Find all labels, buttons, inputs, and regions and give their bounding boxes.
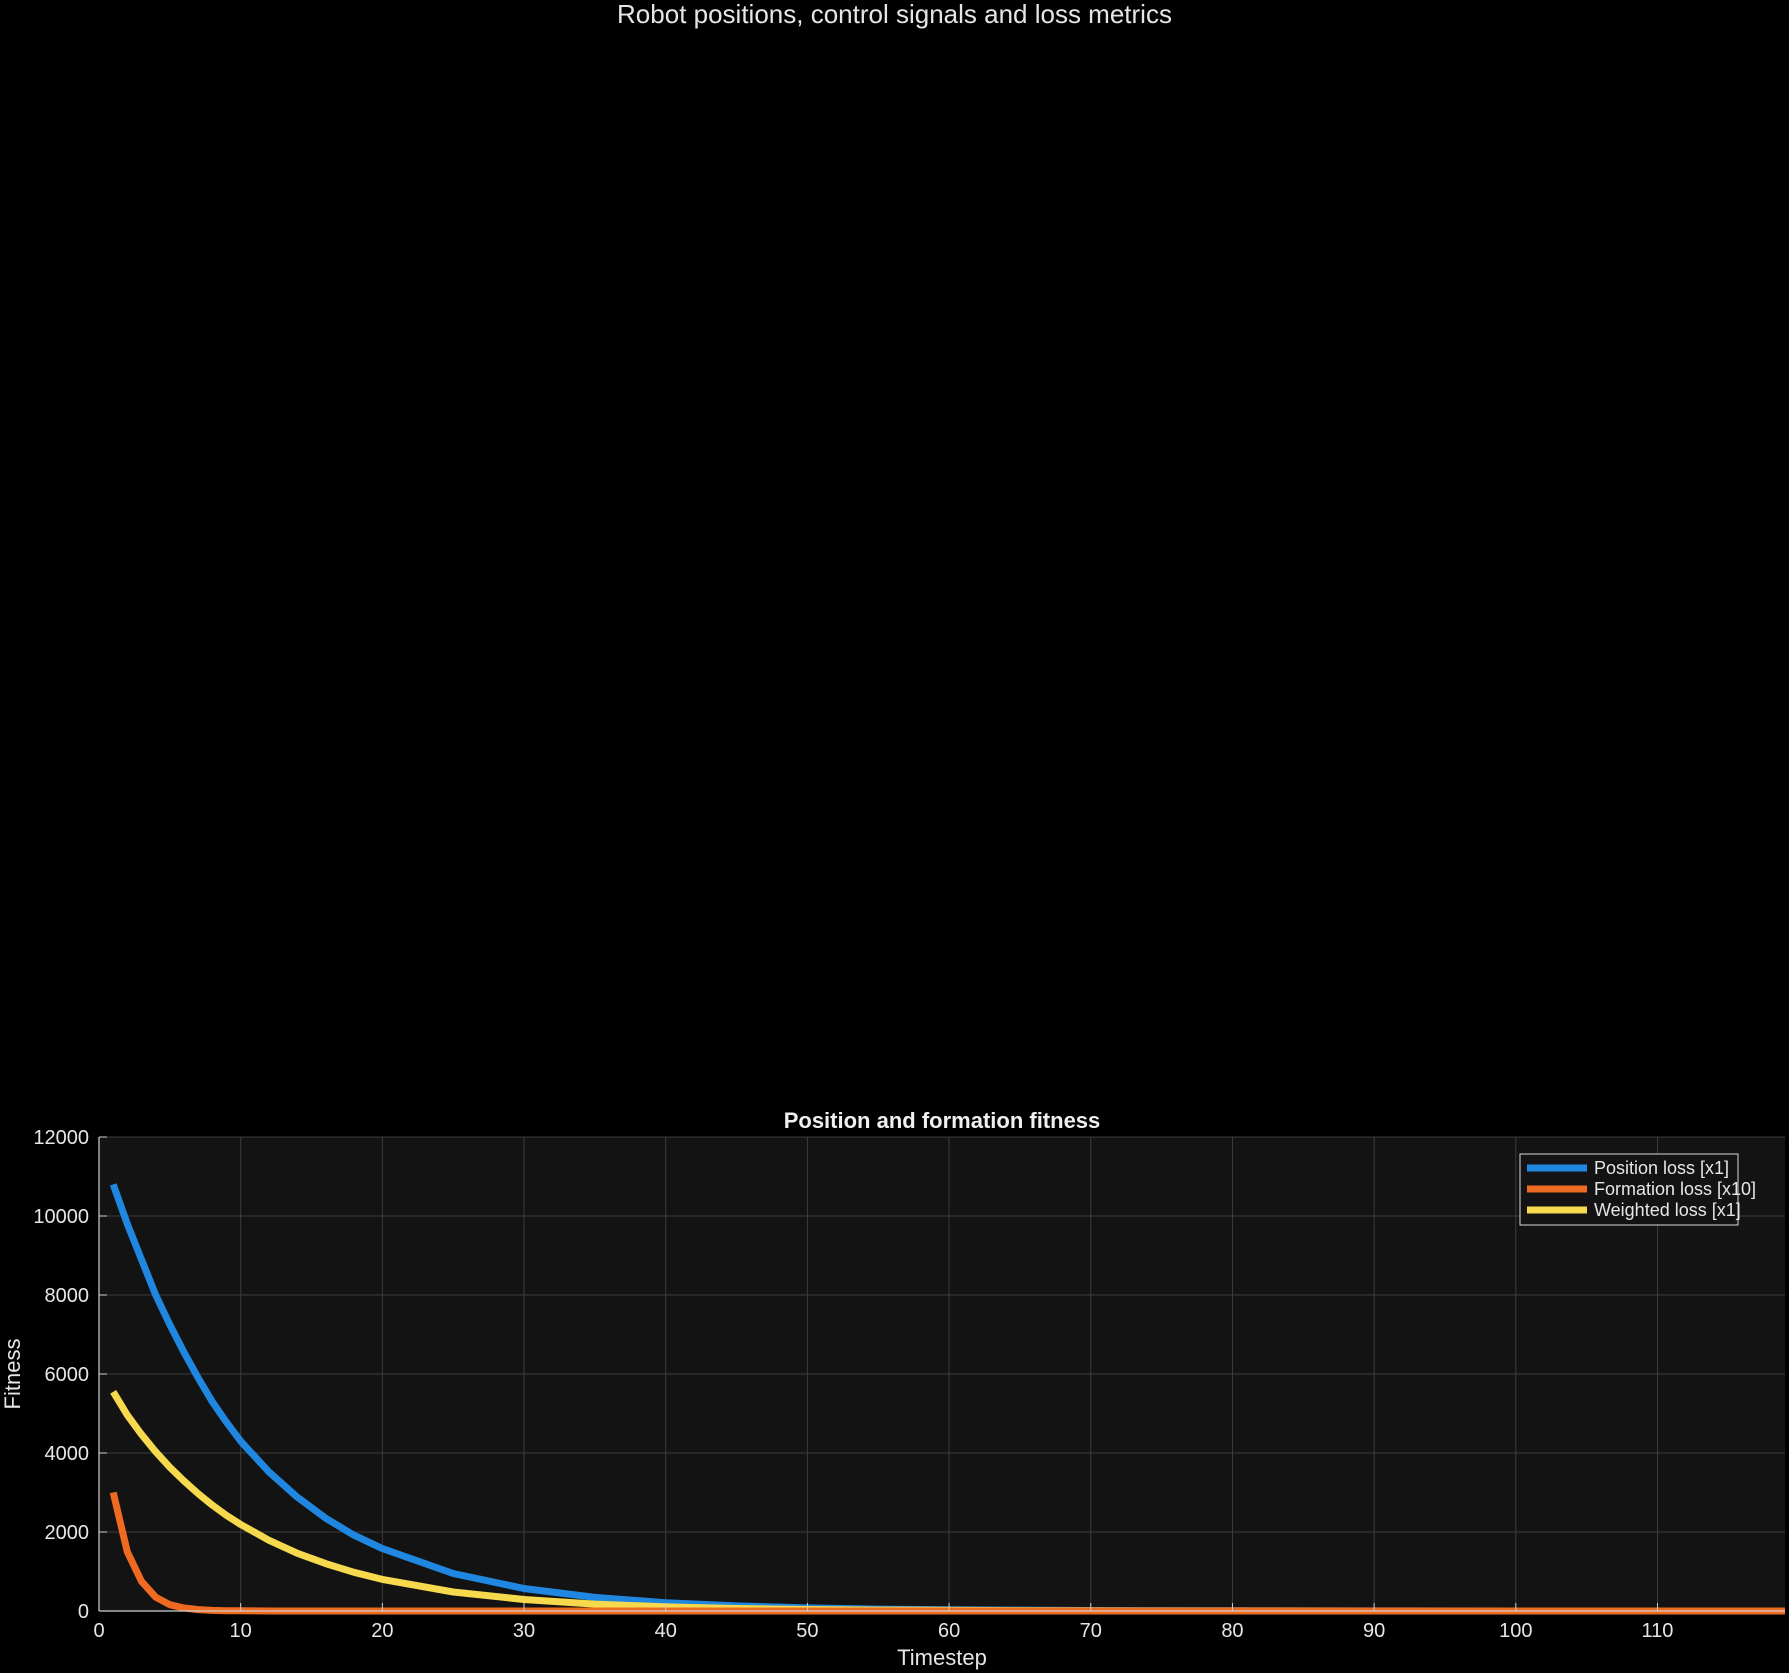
y-tick-label: 10000 <box>33 1206 89 1228</box>
x-tick-labels: 0 10 20 30 40 50 60 70 80 90 100 110 <box>93 1620 1673 1642</box>
x-tick-label: 90 <box>1363 1620 1385 1642</box>
x-tick-label: 30 <box>513 1620 535 1642</box>
x-tick-label: 10 <box>230 1620 252 1642</box>
axes <box>98 1136 1785 1612</box>
legend: Position loss [x1]Formation loss [x10]We… <box>1519 1153 1756 1226</box>
chart-title: Position and formation fitness <box>784 1108 1101 1133</box>
y-tick-label: 6000 <box>45 1364 90 1386</box>
legend-entry-3: Weighted loss [x1] <box>1594 1200 1741 1220</box>
legend-entry-1: Position loss [x1] <box>1594 1158 1729 1178</box>
figure-title: Robot positions, control signals and los… <box>617 0 1172 29</box>
x-tick-label: 70 <box>1080 1620 1102 1642</box>
x-tick-label: 0 <box>93 1620 104 1642</box>
x-tick-label: 80 <box>1221 1620 1243 1642</box>
y-axis-label: Fitness <box>0 1339 25 1410</box>
x-tick-label: 40 <box>655 1620 677 1642</box>
x-tick-label: 100 <box>1499 1620 1532 1642</box>
y-tick-label: 8000 <box>45 1285 90 1307</box>
x-tick-label: 110 <box>1642 1620 1674 1642</box>
x-tick-label: 60 <box>938 1620 960 1642</box>
y-tick-label: 0 <box>78 1601 89 1623</box>
grid-lines <box>99 1136 1785 1611</box>
x-axis-label: Timestep <box>897 1645 987 1670</box>
legend-entry-2: Formation loss [x10] <box>1594 1179 1756 1199</box>
x-tick-label: 20 <box>371 1620 393 1642</box>
y-tick-label: 2000 <box>45 1522 90 1544</box>
y-tick-label: 4000 <box>45 1443 90 1465</box>
y-tick-label: 12000 <box>33 1127 89 1149</box>
x-tick-label: 50 <box>796 1620 818 1642</box>
y-tick-labels: 0 2000 4000 6000 8000 10000 12000 <box>33 1127 89 1623</box>
